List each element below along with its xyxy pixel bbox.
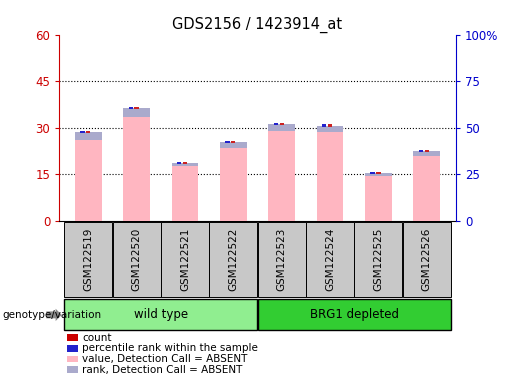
Bar [134, 107, 139, 109]
Bar [365, 176, 392, 221]
Bar [226, 141, 230, 143]
Text: wild type: wild type [134, 308, 188, 321]
Bar [273, 123, 278, 125]
Bar [258, 222, 305, 297]
Text: count: count [82, 333, 112, 343]
Bar [75, 140, 101, 221]
Bar [161, 222, 209, 297]
Bar [414, 151, 440, 156]
Bar [328, 124, 332, 127]
Text: GSM122520: GSM122520 [132, 228, 142, 291]
Bar [322, 124, 327, 127]
Bar [113, 222, 161, 297]
Bar [317, 132, 344, 221]
Bar [75, 132, 101, 140]
Text: rank, Detection Call = ABSENT: rank, Detection Call = ABSENT [82, 365, 243, 375]
Bar [258, 300, 451, 330]
Bar [123, 117, 150, 221]
Bar [64, 222, 112, 297]
Bar [171, 163, 198, 167]
Bar [123, 108, 150, 117]
Bar [419, 150, 423, 152]
Bar [365, 173, 392, 176]
Bar [64, 300, 258, 330]
Bar [424, 150, 429, 152]
Bar [183, 162, 187, 164]
Text: GSM122521: GSM122521 [180, 227, 190, 291]
Bar [80, 131, 84, 133]
Bar [268, 124, 295, 131]
Bar [210, 222, 258, 297]
Text: value, Detection Call = ABSENT: value, Detection Call = ABSENT [82, 354, 248, 364]
Text: GSM122526: GSM122526 [422, 227, 432, 291]
Text: genotype/variation: genotype/variation [3, 310, 101, 320]
Bar [376, 172, 381, 174]
Bar [220, 148, 247, 221]
Bar [414, 156, 440, 221]
Bar [370, 172, 375, 174]
Bar [280, 123, 284, 125]
Text: GSM122519: GSM122519 [83, 227, 93, 291]
Bar [171, 167, 198, 221]
Bar [129, 107, 133, 109]
Text: percentile rank within the sample: percentile rank within the sample [82, 343, 259, 353]
Bar [231, 141, 235, 143]
Text: GSM122524: GSM122524 [325, 227, 335, 291]
Bar [317, 126, 344, 132]
Bar [177, 162, 181, 164]
Text: GDS2156 / 1423914_at: GDS2156 / 1423914_at [173, 17, 342, 33]
Text: BRG1 depleted: BRG1 depleted [310, 308, 399, 321]
Bar [403, 222, 451, 297]
Bar [86, 131, 91, 133]
Bar [268, 131, 295, 221]
Bar [220, 142, 247, 148]
Text: GSM122523: GSM122523 [277, 227, 287, 291]
Text: GSM122522: GSM122522 [228, 227, 238, 291]
Bar [354, 222, 402, 297]
Text: GSM122525: GSM122525 [373, 227, 383, 291]
Bar [306, 222, 354, 297]
